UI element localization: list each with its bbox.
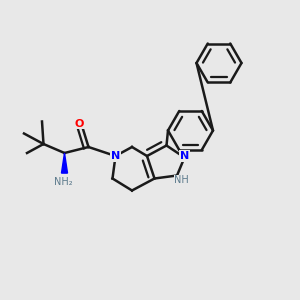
Text: N: N [180, 151, 189, 161]
Text: NH: NH [174, 175, 189, 185]
Polygon shape [61, 153, 68, 173]
Text: NH₂: NH₂ [54, 177, 72, 187]
Text: N: N [111, 151, 120, 161]
Text: O: O [75, 119, 84, 129]
